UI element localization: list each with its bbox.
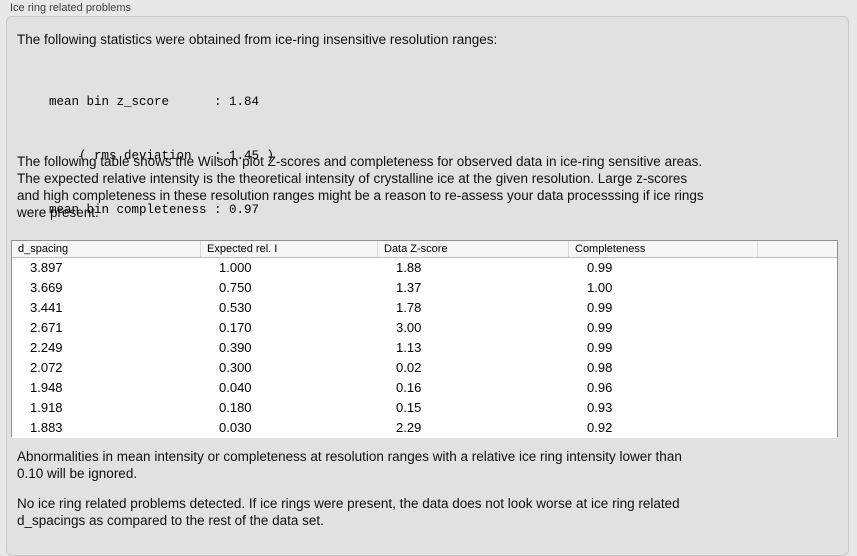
table-cell: 0.99 [587, 340, 613, 355]
table-cell: 1.00 [587, 280, 613, 295]
stat-line-mean-zscore: mean bin z_score : 1.84 [49, 95, 260, 109]
table-cell-empty [758, 258, 837, 278]
column-header-data-z-score[interactable]: Data Z-score [378, 241, 569, 257]
table-cell: 0.99 [587, 320, 613, 335]
panel-title: Ice ring related problems [10, 2, 132, 14]
table-cell: 1.88 [396, 260, 422, 275]
table-cell: 0.300 [219, 360, 252, 375]
table-cell: 0.530 [219, 300, 252, 315]
table-cell: 1.37 [396, 280, 422, 295]
table-description: The following table shows the Wilson plo… [17, 153, 704, 221]
table-header: d_spacing Expected rel. I Data Z-score C… [12, 241, 837, 258]
table-cell: 0.390 [219, 340, 252, 355]
table-cell: 1.883 [30, 420, 63, 435]
table-cell: 0.180 [219, 400, 252, 415]
text-line: d_spacings as compared to the rest of th… [17, 513, 324, 528]
table-cell: 0.750 [219, 280, 252, 295]
column-header-completeness[interactable]: Completeness [569, 241, 758, 257]
stat-line-mean-completeness: mean bin completeness : 0.97 [49, 203, 260, 217]
table-cell: 0.93 [587, 400, 613, 415]
table-cell-empty [758, 398, 837, 418]
table-cell: 3.669 [30, 280, 63, 295]
ignore-note: Abnormalities in mean intensity or compl… [17, 448, 682, 482]
table-cell: 0.92 [587, 420, 613, 435]
table-cell-empty [758, 298, 837, 318]
table-cell: 3.441 [30, 300, 63, 315]
table-row[interactable]: 1.948 0.040 0.16 0.96 [12, 378, 837, 398]
conclusion-text: No ice ring related problems detected. I… [17, 495, 680, 529]
table-row[interactable]: 2.671 0.170 3.00 0.99 [12, 318, 837, 338]
table-cell: 0.15 [396, 400, 422, 415]
table-cell: 0.02 [396, 360, 422, 375]
table-cell: 1.13 [396, 340, 422, 355]
ice-ring-table: d_spacing Expected rel. I Data Z-score C… [11, 240, 838, 438]
statistics-intro: The following statistics were obtained f… [17, 32, 498, 47]
ice-ring-panel: The following statistics were obtained f… [6, 16, 849, 556]
table-cell: 2.29 [396, 420, 422, 435]
table-row[interactable]: 2.249 0.390 1.13 0.99 [12, 338, 837, 358]
table-cell: 2.671 [30, 320, 63, 335]
table-cell: 3.897 [30, 260, 63, 275]
table-cell-empty [758, 338, 837, 358]
table-cell: 0.98 [587, 360, 613, 375]
table-cell-empty [758, 418, 837, 438]
table-cell: 1.000 [219, 260, 252, 275]
text-line: No ice ring related problems detected. I… [17, 496, 680, 511]
table-cell: 0.040 [219, 380, 252, 395]
table-cell-empty [758, 358, 837, 378]
table-cell: 0.96 [587, 380, 613, 395]
column-header-d-spacing[interactable]: d_spacing [12, 241, 201, 257]
table-row[interactable]: 3.897 1.000 1.88 0.99 [12, 258, 837, 278]
text-line: 0.10 will be ignored. [17, 466, 138, 481]
column-header-expected-rel-i[interactable]: Expected rel. I [201, 241, 378, 257]
text-line: were present. [17, 205, 99, 220]
table-cell-empty [758, 318, 837, 338]
table-row[interactable]: 2.072 0.300 0.02 0.98 [12, 358, 837, 378]
table-row[interactable]: 3.669 0.750 1.37 1.00 [12, 278, 837, 298]
text-line: Abnormalities in mean intensity or compl… [17, 449, 682, 464]
text-line: The following table shows the Wilson plo… [17, 154, 703, 169]
table-cell: 0.99 [587, 300, 613, 315]
table-cell-empty [758, 378, 837, 398]
table-cell: 0.170 [219, 320, 252, 335]
column-header-empty [758, 241, 837, 257]
text-line: and high completeness in these resolutio… [17, 188, 704, 203]
table-cell: 0.030 [219, 420, 252, 435]
table-cell-empty [758, 278, 837, 298]
table-cell: 0.16 [396, 380, 422, 395]
table-row[interactable]: 1.883 0.030 2.29 0.92 [12, 418, 837, 438]
table-cell: 2.249 [30, 340, 63, 355]
table-cell: 0.99 [587, 260, 613, 275]
table-cell: 1.78 [396, 300, 422, 315]
table-row[interactable]: 1.918 0.180 0.15 0.93 [12, 398, 837, 418]
table-body: 3.897 1.000 1.88 0.99 3.669 0.750 1.37 1.00 3.44… [12, 258, 837, 438]
table-cell: 3.00 [396, 320, 422, 335]
text-line: The expected relative intensity is the t… [17, 171, 688, 186]
table-cell: 2.072 [30, 360, 63, 375]
stat-line-zscore-rms: ( rms deviation : 1.45 ) [49, 149, 275, 163]
table-cell: 1.918 [30, 400, 63, 415]
table-row[interactable]: 3.441 0.530 1.78 0.99 [12, 298, 837, 318]
table-cell: 1.948 [30, 380, 63, 395]
